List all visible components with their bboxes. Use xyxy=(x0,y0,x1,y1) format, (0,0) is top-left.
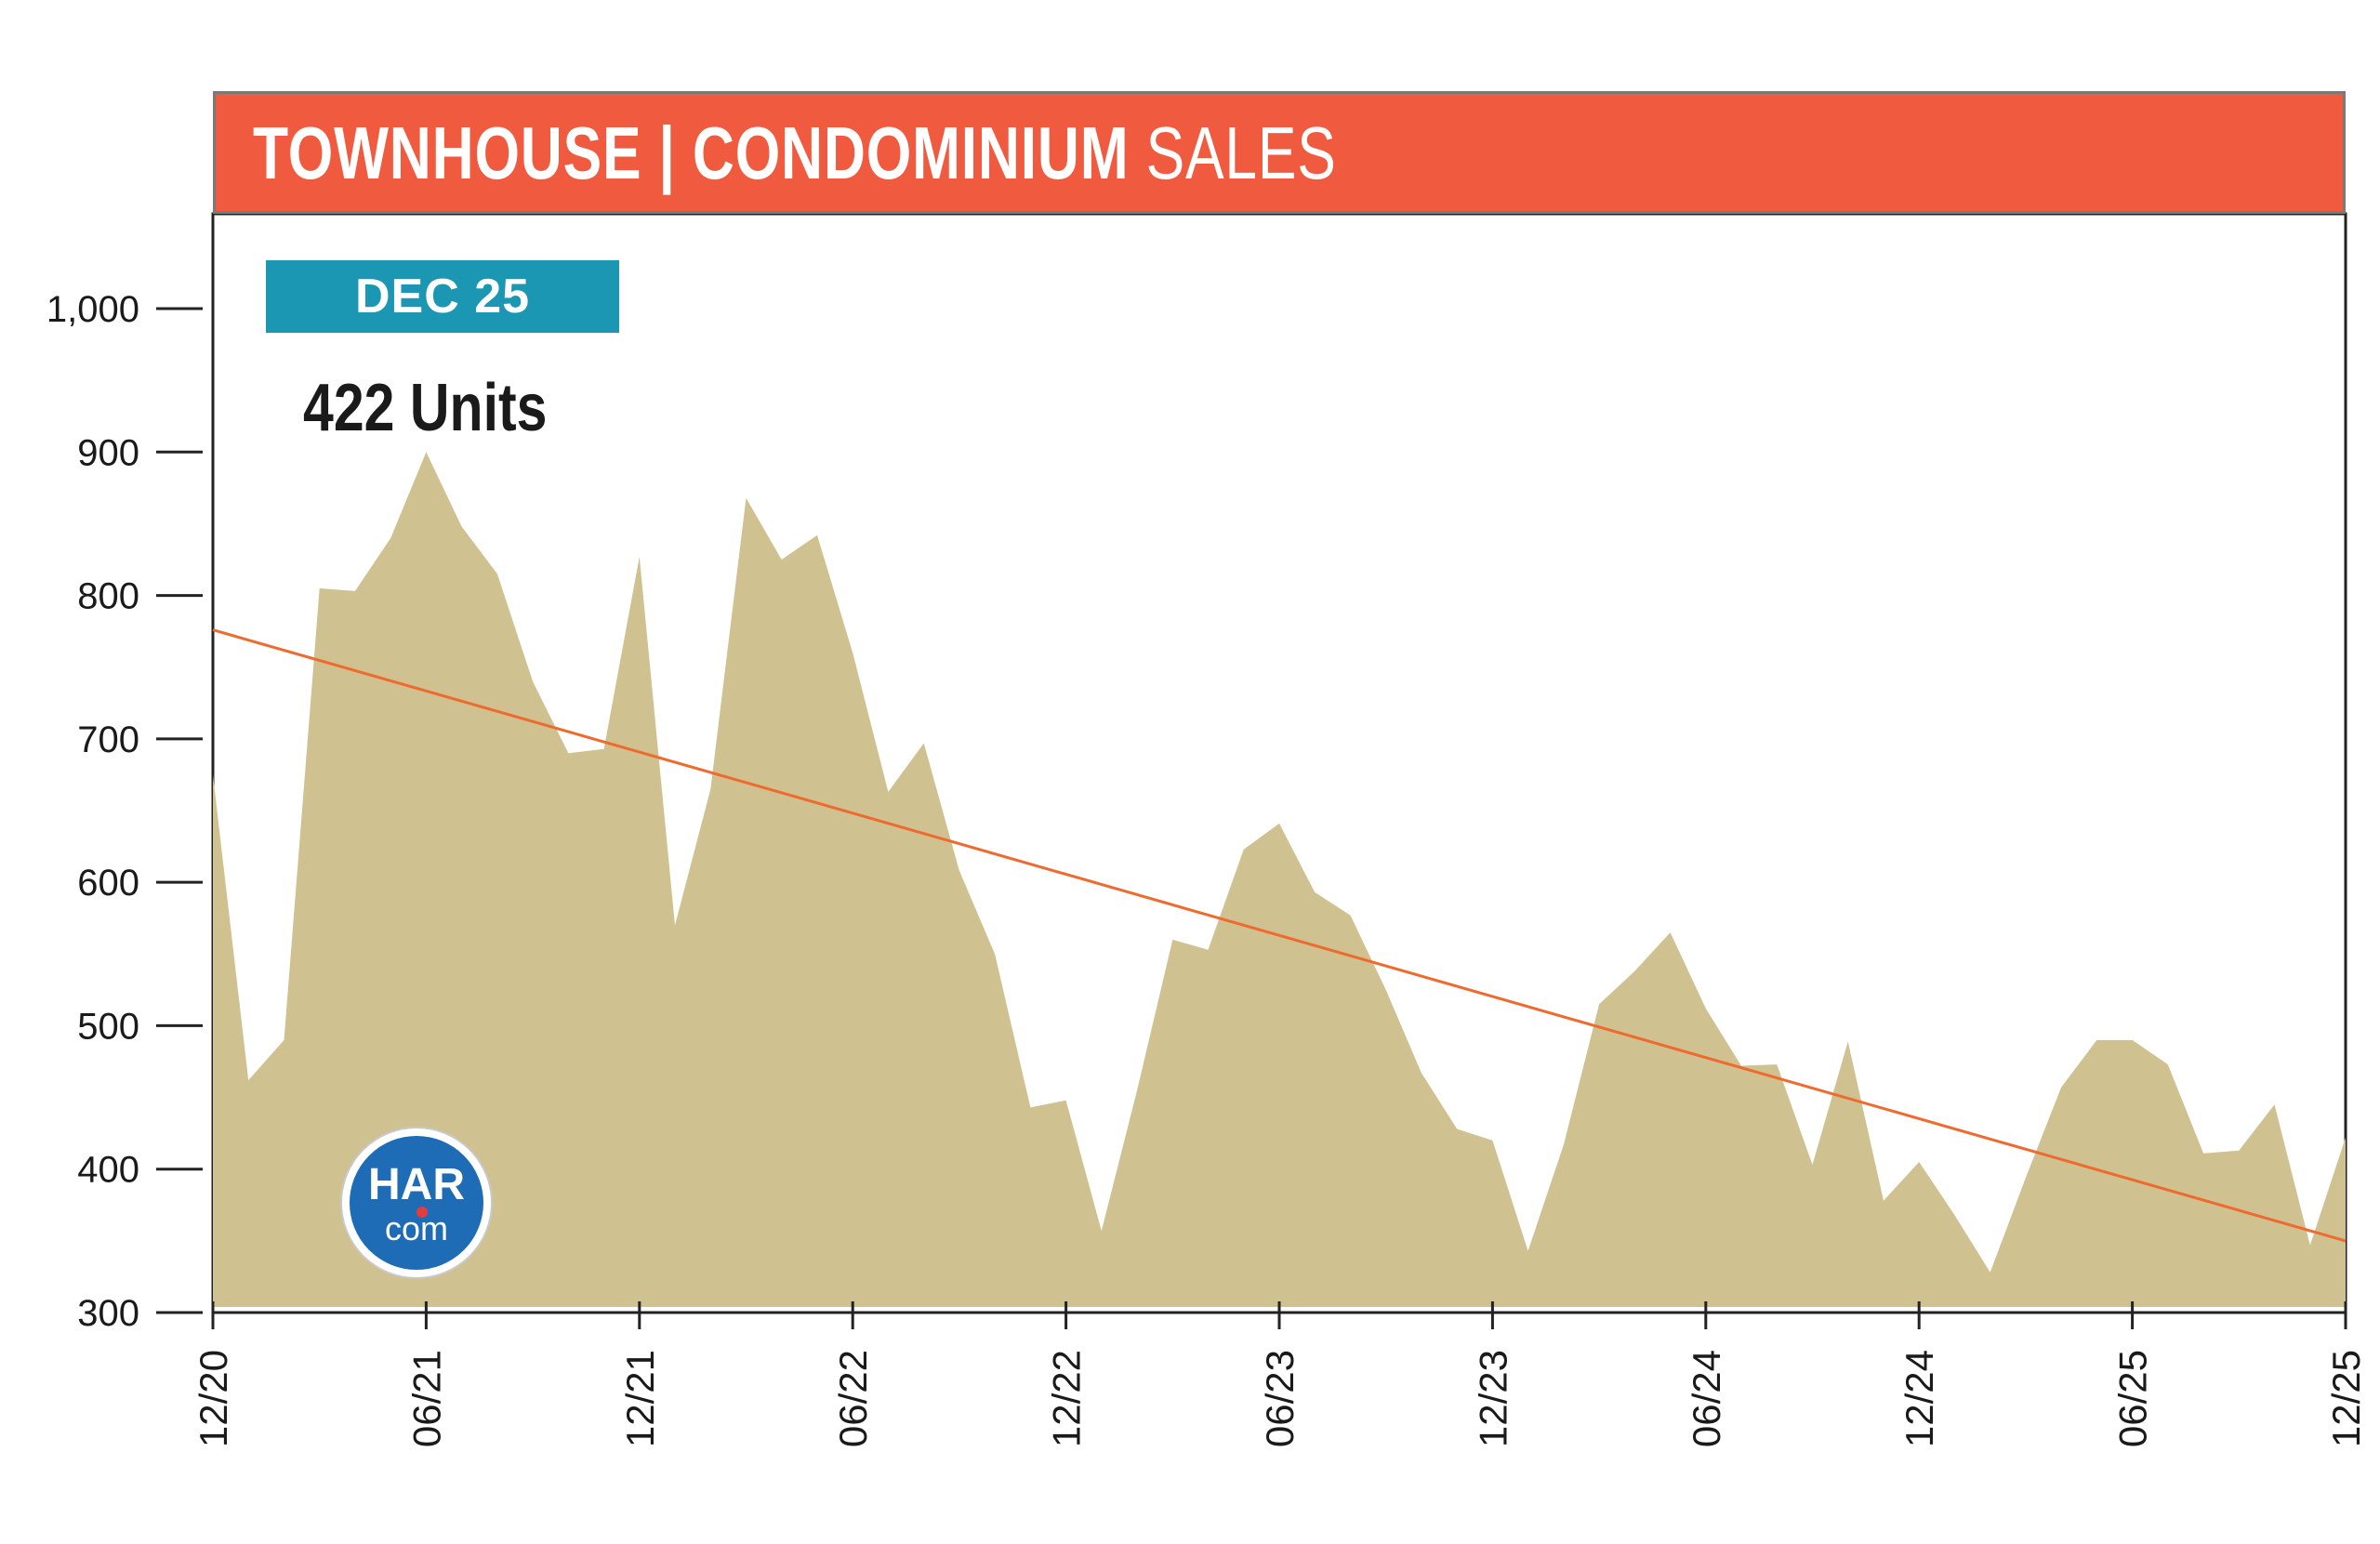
x-tick-label: 06/23 xyxy=(1258,1350,1302,1447)
x-tick-label: 12/25 xyxy=(2324,1350,2368,1447)
y-tick-label: 500 xyxy=(77,1006,139,1047)
x-tick-label: 06/24 xyxy=(1685,1350,1728,1447)
x-tick-label: 12/22 xyxy=(1045,1350,1089,1447)
period-badge: DEC 25 xyxy=(266,260,619,333)
sales-area-series xyxy=(213,452,2346,1307)
y-tick-label: 400 xyxy=(77,1150,139,1191)
chart-title-banner: TOWNHOUSE | CONDOMINIUM SALES xyxy=(213,91,2346,214)
y-tick-label: 600 xyxy=(77,863,139,904)
x-tick-label: 12/24 xyxy=(1897,1350,1941,1447)
x-tick-label: 06/21 xyxy=(404,1350,448,1447)
units-label: 422 Units xyxy=(303,371,548,445)
y-tick-label: 300 xyxy=(77,1293,139,1334)
chart-title-light: SALES xyxy=(1145,112,1337,194)
har-logo-text: HAR xyxy=(368,1160,465,1209)
trend-line xyxy=(212,628,2347,1243)
x-tick-label: 12/21 xyxy=(618,1350,662,1447)
x-tick-label: 06/25 xyxy=(2111,1350,2155,1447)
y-tick-label: 700 xyxy=(77,719,139,760)
x-tick-label: 12/23 xyxy=(1471,1350,1514,1447)
har-logo-com: com xyxy=(384,1209,448,1247)
x-tick-label: 06/22 xyxy=(831,1350,875,1447)
chart-title: TOWNHOUSE | CONDOMINIUM SALES xyxy=(253,107,1337,200)
y-tick-label: 1,000 xyxy=(46,289,139,330)
y-tick-label: 800 xyxy=(77,576,139,617)
y-tick-label: 900 xyxy=(77,432,139,473)
har-logo-dot xyxy=(416,1207,428,1218)
har-logo: HAR com xyxy=(342,1128,491,1277)
chart-title-bold: TOWNHOUSE | CONDOMINIUM xyxy=(253,112,1130,194)
x-tick-label: 12/20 xyxy=(192,1350,235,1447)
